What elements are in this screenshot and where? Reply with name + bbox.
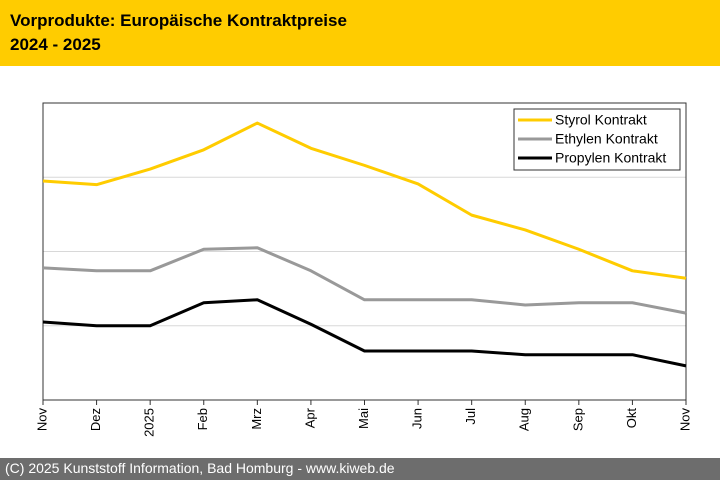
series-line <box>42 246 687 315</box>
legend-label: Ethylen Kontrakt <box>555 131 658 147</box>
chart-subtitle: 2024 - 2025 <box>10 35 101 54</box>
series-line <box>42 298 687 368</box>
x-tick-label: Apr <box>302 407 317 428</box>
x-tick-label: Okt <box>624 408 639 429</box>
footer: (C) 2025 Kunststoff Information, Bad Hom… <box>5 460 395 476</box>
x-tick-label: 2025 <box>142 408 157 437</box>
header-band <box>0 0 720 66</box>
x-tick-label: Nov <box>677 408 692 432</box>
x-tick-label: Jul <box>463 408 478 425</box>
x-tick-label: Aug <box>517 408 532 431</box>
x-tick-label: Mai <box>356 408 371 429</box>
x-tick-label: Sep <box>570 408 585 431</box>
legend-label: Propylen Kontrakt <box>555 150 666 166</box>
x-tick-label: Feb <box>195 408 210 430</box>
legend-label: Styrol Kontrakt <box>555 112 647 128</box>
series-line <box>42 121 687 280</box>
chart-title: Vorprodukte: Europäische Kontraktpreise <box>10 11 347 30</box>
x-tick-label: Dez <box>88 408 103 431</box>
x-tick-label: Jun <box>410 408 425 429</box>
x-tick-label: Nov <box>34 408 49 432</box>
x-tick-label: Mrz <box>249 408 264 430</box>
footer-band <box>0 458 720 480</box>
